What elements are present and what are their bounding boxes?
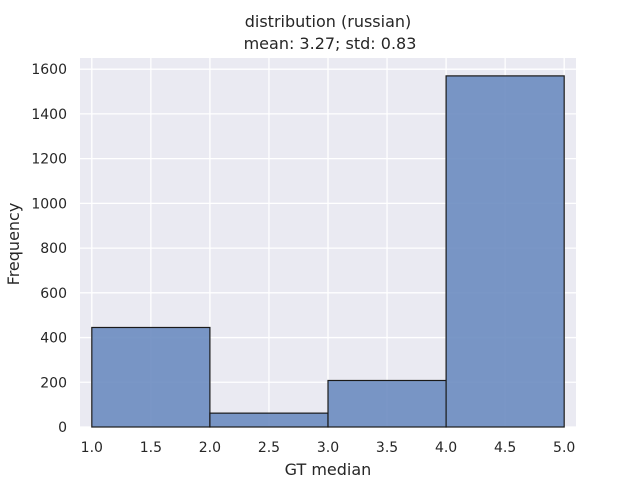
x-tick-label: 1.5: [140, 440, 162, 456]
y-tick-label: 200: [40, 375, 67, 391]
y-tick-label: 1000: [31, 196, 67, 212]
y-axis-label: Frequency: [4, 203, 23, 286]
histogram-bar: [446, 76, 564, 427]
y-tick-label: 1200: [31, 152, 67, 168]
histogram-bar: [210, 413, 328, 427]
x-tick-labels: 1.0 1.5 2.0 2.5 3.0 3.5 4.0 4.5 5.0: [81, 440, 576, 456]
chart-title: distribution (russian): [245, 12, 412, 31]
x-tick-label: 4.5: [494, 440, 516, 456]
x-tick-label: 1.0: [81, 440, 103, 456]
y-tick-label: 1400: [31, 107, 67, 123]
y-tick-label: 400: [40, 331, 67, 347]
x-tick-label: 5.0: [553, 440, 575, 456]
y-tick-label: 1600: [31, 62, 67, 78]
chart-subtitle: mean: 3.27; std: 0.83: [244, 34, 417, 53]
x-tick-label: 4.0: [435, 440, 457, 456]
y-tick-labels: 0 200 400 600 800 1000 1200 1400 1600: [31, 62, 67, 436]
x-axis-label: GT median: [285, 460, 372, 479]
y-tick-label: 600: [40, 286, 67, 302]
x-tick-label: 2.5: [258, 440, 280, 456]
x-tick-label: 3.0: [317, 440, 339, 456]
x-tick-label: 2.0: [199, 440, 221, 456]
histogram-bar: [92, 327, 210, 427]
histogram-bar: [328, 380, 446, 427]
y-tick-label: 800: [40, 241, 67, 257]
x-tick-label: 3.5: [376, 440, 398, 456]
y-tick-label: 0: [58, 420, 67, 436]
